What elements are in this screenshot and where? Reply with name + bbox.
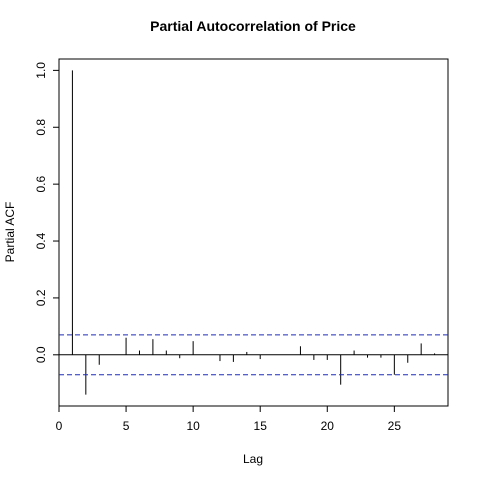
chart-title: Partial Autocorrelation of Price — [150, 18, 356, 34]
y-tick-label-1.0: 1.0 — [34, 62, 48, 79]
y-tick-label-0.4: 0.4 — [34, 232, 48, 249]
x-axis: 0 5 10 15 20 25 — [56, 406, 402, 433]
x-tick-label-0: 0 — [56, 419, 63, 433]
y-axis: 0.0 0.2 0.4 0.6 0.8 1.0 — [34, 62, 59, 363]
x-axis-label: Lag — [243, 452, 263, 466]
y-tick-label-0.8: 0.8 — [34, 119, 48, 136]
x-tick-label-25: 25 — [388, 419, 402, 433]
x-tick-label-20: 20 — [321, 419, 335, 433]
confidence-bounds — [59, 334, 448, 376]
y-axis-label: Partial ACF — [3, 202, 17, 263]
y-tick-label-0.2: 0.2 — [34, 289, 48, 306]
pacf-bars — [71, 70, 436, 395]
y-tick-label-0.6: 0.6 — [34, 175, 48, 192]
y-tick-label-0.0: 0.0 — [34, 346, 48, 363]
x-tick-label-5: 5 — [123, 419, 130, 433]
x-tick-label-15: 15 — [254, 419, 268, 433]
x-tick-label-10: 10 — [186, 419, 200, 433]
plot-area-border — [58, 58, 449, 407]
